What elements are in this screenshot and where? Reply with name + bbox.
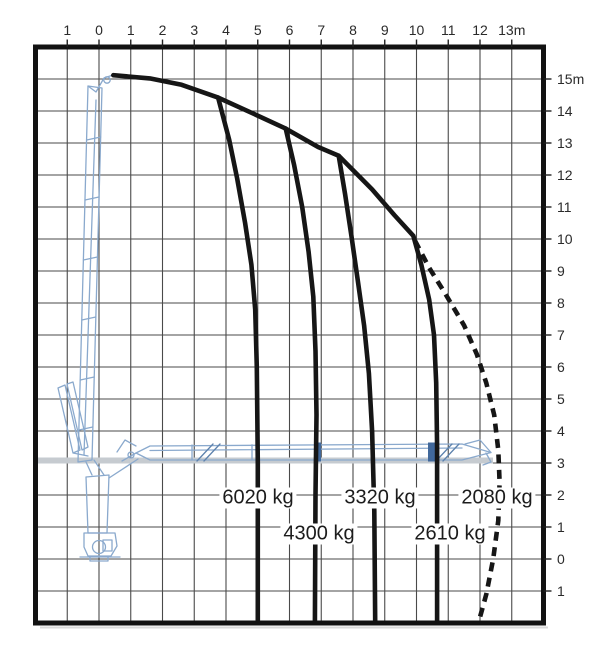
capacity-label-2080: 2080 kg bbox=[458, 487, 536, 509]
right-axis-label: 1 bbox=[557, 519, 565, 535]
crane-boom-root-pin bbox=[127, 451, 135, 459]
right-axis-label: 12 bbox=[557, 167, 573, 183]
curve-6020 bbox=[215, 95, 261, 626]
right-axis-label: 6 bbox=[557, 359, 565, 375]
right-axis-label: 10 bbox=[557, 231, 573, 247]
top-axis-label: 3 bbox=[190, 22, 199, 38]
right-axis-label: 2 bbox=[557, 487, 565, 503]
right-axis-label: 15m bbox=[557, 71, 585, 87]
top-axis-label: 10 bbox=[408, 22, 425, 38]
top-axis-label: 12 bbox=[472, 22, 488, 38]
right-axis-label: 7 bbox=[557, 327, 565, 343]
curve-3320 bbox=[336, 153, 378, 626]
top-axis-label: 1 bbox=[63, 22, 72, 38]
crane-horizontal-boom-inner-edge bbox=[149, 447, 463, 452]
crane-boom-clamp-2 bbox=[428, 442, 435, 462]
capacity-label-6020: 6020 kg bbox=[219, 487, 297, 509]
curve-envelope-and-2610 bbox=[111, 72, 440, 626]
top-axis-label: 1 bbox=[126, 22, 135, 38]
axis-ticks bbox=[66, 39, 552, 592]
top-axis-label: 4 bbox=[222, 22, 230, 38]
top-axis-label: 2 bbox=[158, 22, 167, 38]
crane-base-links bbox=[85, 458, 139, 479]
crane-pedestal bbox=[83, 532, 118, 557]
crane-base-column bbox=[85, 474, 110, 534]
crane-boom-head-pulley bbox=[103, 76, 111, 84]
right-axis-label: 3 bbox=[557, 455, 565, 471]
crane-vertical-boom-inner-edge bbox=[83, 99, 97, 456]
crane-extension-fork bbox=[57, 381, 89, 457]
right-axis-label: 11 bbox=[557, 199, 572, 215]
crane-boom-nose bbox=[464, 439, 492, 466]
top-axis-label: 9 bbox=[380, 22, 389, 38]
right-axis-label: 8 bbox=[557, 295, 565, 311]
right-axis-label: 5 bbox=[557, 391, 565, 407]
top-axis-label: 0 bbox=[95, 22, 103, 38]
right-axis-label: 0 bbox=[557, 551, 565, 567]
curve-4300 bbox=[283, 126, 319, 626]
curve-2080-dashed bbox=[412, 239, 502, 624]
crane-pedestal-hub bbox=[91, 539, 107, 555]
right-axis-label: 14 bbox=[557, 103, 573, 119]
right-axis-label: 13 bbox=[557, 135, 573, 151]
top-axis-label: 7 bbox=[317, 22, 326, 38]
crane-base-plate bbox=[79, 556, 121, 562]
crane-boom-hatch-marks bbox=[196, 443, 460, 462]
top-axis-label: 6 bbox=[285, 22, 294, 38]
capacity-label-4300: 4300 kg bbox=[280, 523, 358, 545]
top-axis-label: 8 bbox=[349, 22, 357, 38]
right-axis-label: 1 bbox=[557, 583, 565, 599]
right-axis-label: 9 bbox=[557, 263, 565, 279]
crane-pedestal-box bbox=[102, 539, 113, 552]
top-axis-label: 13m bbox=[498, 22, 526, 38]
crane-vertical-boom bbox=[77, 85, 103, 463]
top-axis-label: 5 bbox=[253, 22, 262, 38]
capacity-label-2610: 2610 kg bbox=[411, 523, 489, 545]
top-axis-label: 11 bbox=[440, 22, 456, 38]
capacity-curves bbox=[111, 72, 502, 626]
crane-vertical-boom-section-marks bbox=[78, 136, 102, 431]
capacity-label-3320: 3320 kg bbox=[341, 487, 419, 509]
right-axis-label: 4 bbox=[557, 423, 565, 439]
